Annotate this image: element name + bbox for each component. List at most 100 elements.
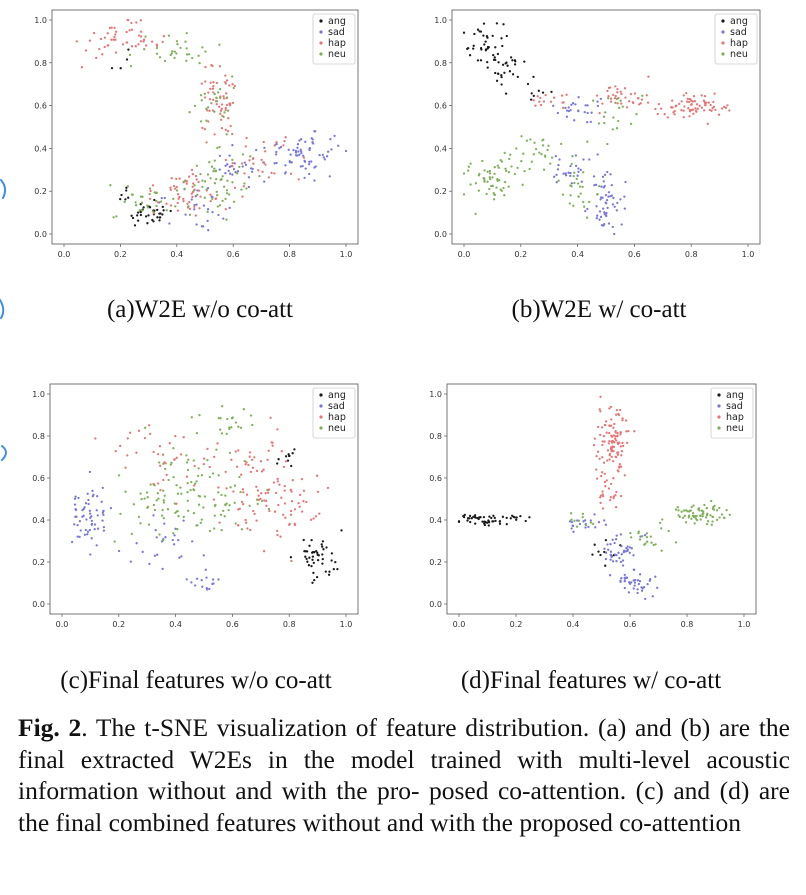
- point-neu: [176, 528, 179, 531]
- point-neu: [225, 189, 229, 192]
- point-sad: [202, 554, 205, 557]
- point-hap: [688, 108, 692, 112]
- point-hap: [626, 441, 629, 445]
- point-sad: [646, 582, 649, 586]
- point-hap: [207, 120, 210, 123]
- point-hap: [157, 482, 160, 485]
- point-sad: [263, 146, 266, 150]
- point-neu: [238, 475, 241, 479]
- point-sad: [604, 557, 608, 561]
- point-sad: [90, 537, 93, 540]
- point-neu: [251, 423, 254, 427]
- point-neu: [691, 514, 694, 518]
- point-sad: [632, 579, 635, 582]
- point-hap: [248, 455, 251, 458]
- point-sad: [171, 538, 174, 542]
- point-neu: [581, 512, 585, 516]
- point-sad: [600, 196, 603, 199]
- point-hap: [696, 107, 699, 110]
- point-ang: [127, 48, 130, 51]
- points-a: [75, 18, 348, 232]
- point-ang: [505, 522, 508, 526]
- point-ang: [511, 59, 514, 62]
- point-hap: [288, 523, 291, 526]
- point-sad: [88, 528, 92, 532]
- point-ang: [469, 520, 472, 524]
- point-neu: [523, 169, 526, 173]
- point-hap: [607, 487, 611, 490]
- point-sad: [290, 161, 293, 164]
- point-sad: [173, 534, 176, 537]
- point-hap: [224, 108, 227, 112]
- axes-frame: [446, 383, 757, 615]
- point-neu: [701, 512, 704, 516]
- point-ang: [487, 524, 490, 527]
- point-hap: [562, 101, 565, 104]
- point-ang: [156, 216, 159, 219]
- point-neu: [239, 426, 243, 429]
- point-sad: [274, 153, 278, 156]
- point-hap: [264, 163, 267, 166]
- point-neu: [155, 52, 159, 55]
- point-sad: [78, 535, 81, 539]
- point-hap: [601, 490, 604, 493]
- point-neu: [218, 145, 221, 149]
- point-hap: [601, 493, 604, 496]
- point-ang: [466, 519, 469, 522]
- point-ang: [321, 553, 324, 556]
- point-sad: [299, 148, 302, 151]
- point-neu: [130, 193, 134, 196]
- point-neu: [483, 180, 486, 183]
- point-sad: [621, 559, 625, 562]
- point-neu: [173, 502, 176, 505]
- point-ang: [472, 44, 475, 47]
- point-neu: [228, 193, 231, 196]
- point-sad: [234, 171, 237, 174]
- point-sad: [193, 208, 196, 211]
- point-sad: [606, 170, 609, 174]
- point-neu: [199, 172, 202, 176]
- point-hap: [297, 501, 300, 505]
- point-hap: [703, 95, 707, 98]
- point-hap: [706, 122, 709, 125]
- point-neu: [502, 186, 505, 190]
- point-neu: [220, 178, 223, 181]
- point-ang: [302, 538, 305, 542]
- point-neu: [712, 508, 716, 511]
- point-neu: [162, 489, 165, 492]
- point-neu: [584, 523, 588, 527]
- point-sad: [205, 576, 208, 579]
- point-hap: [165, 473, 168, 477]
- point-hap: [724, 106, 728, 109]
- point-ang: [501, 63, 505, 66]
- point-neu: [687, 514, 691, 517]
- point-ang: [470, 517, 473, 520]
- y-tick-label: 0.0: [32, 600, 45, 609]
- point-ang: [511, 73, 515, 76]
- point-ang: [289, 556, 293, 559]
- point-hap: [156, 201, 160, 204]
- point-hap: [264, 492, 267, 495]
- point-sad: [244, 163, 248, 167]
- point-neu: [266, 488, 269, 492]
- point-hap: [289, 172, 293, 175]
- point-ang: [293, 448, 296, 451]
- point-ang: [514, 60, 517, 63]
- point-neu: [533, 141, 536, 144]
- point-hap: [228, 104, 232, 107]
- point-sad: [298, 153, 301, 156]
- point-sad: [247, 176, 251, 179]
- point-hap: [693, 100, 697, 103]
- point-sad: [227, 169, 230, 173]
- point-neu: [215, 448, 218, 451]
- point-sad: [571, 102, 575, 105]
- point-sad: [619, 579, 622, 582]
- point-hap: [614, 431, 617, 434]
- point-hap: [250, 458, 254, 462]
- panel-subtitle-d: (d)Final features w/ co-att: [461, 667, 721, 694]
- point-neu: [218, 43, 221, 46]
- point-neu: [612, 116, 615, 119]
- point-sad: [606, 543, 609, 546]
- point-hap: [219, 112, 222, 115]
- scatter-panel-d: 0.0 0.2 0.4 0.6 0.8 1.00.00.20.40.60.81.0 angs…: [429, 383, 757, 694]
